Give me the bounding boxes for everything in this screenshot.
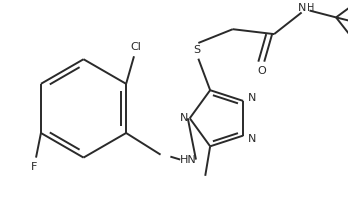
Text: H: H bbox=[306, 3, 314, 13]
Text: N: N bbox=[179, 113, 188, 123]
Text: N: N bbox=[297, 3, 306, 13]
Text: F: F bbox=[31, 162, 37, 172]
Text: HN: HN bbox=[180, 155, 197, 165]
Text: N: N bbox=[248, 93, 256, 103]
Text: Cl: Cl bbox=[131, 43, 141, 52]
Text: S: S bbox=[193, 45, 200, 55]
Text: N: N bbox=[248, 134, 256, 143]
Text: O: O bbox=[257, 66, 266, 77]
